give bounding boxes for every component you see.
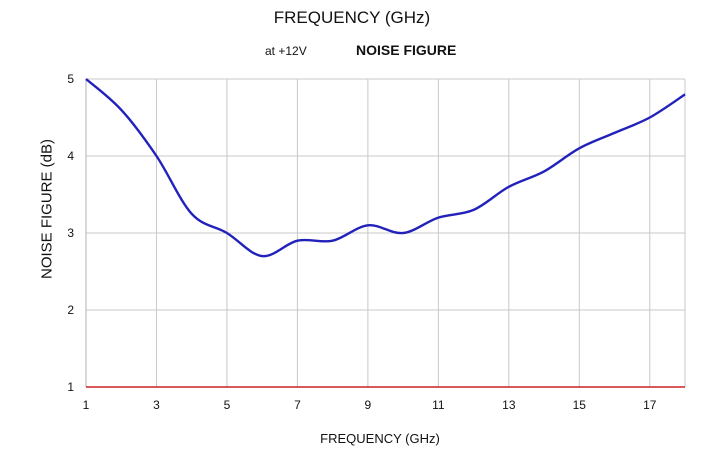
y-tick-label: 2 bbox=[67, 303, 74, 317]
x-tick-label: 1 bbox=[83, 398, 90, 412]
x-tick-label: 17 bbox=[643, 398, 657, 412]
y-tick-label: 4 bbox=[67, 149, 74, 163]
y-tick-label: 5 bbox=[67, 72, 74, 86]
condition-label: at +12V bbox=[265, 44, 307, 58]
series-line-noise-figure bbox=[85, 78, 686, 258]
chart-title: NOISE FIGURE bbox=[356, 42, 457, 58]
x-tick-label: 9 bbox=[365, 398, 372, 412]
top-title: FREQUENCY (GHz) bbox=[273, 8, 431, 27]
x-tick-label: 13 bbox=[502, 398, 516, 412]
y-tick-label: 3 bbox=[67, 226, 74, 240]
x-tick-label: 11 bbox=[432, 398, 445, 412]
x-axis-label: FREQUENCY (GHz) bbox=[320, 431, 440, 446]
y-tick-label: 1 bbox=[67, 380, 74, 394]
x-tick-label: 7 bbox=[294, 398, 301, 412]
x-tick-label: 15 bbox=[573, 398, 587, 412]
x-tick-label: 5 bbox=[224, 398, 231, 412]
x-tick-label: 3 bbox=[153, 398, 160, 412]
